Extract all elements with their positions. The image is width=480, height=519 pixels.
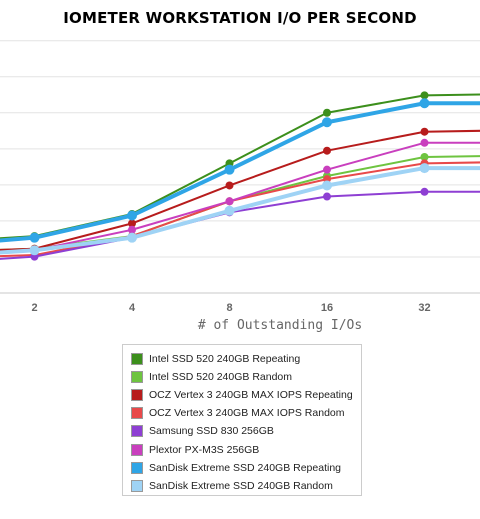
data-point [128,219,136,228]
legend-label: Plextor PX-M3S 256GB [149,443,260,456]
legend-label: Intel SSD 520 240GB Repeating [149,353,301,366]
series-2 [0,127,480,253]
data-point [225,181,234,190]
legend-swatch [131,443,143,456]
data-point [322,180,332,191]
legend-item: OCZ Vertex 3 240GB MAX IOPS Random [131,404,361,422]
data-point [29,245,40,256]
legend: Intel SSD 520 240GB Repeating Intel SSD 5… [122,344,362,496]
x-tick-label: 2 [31,302,37,314]
data-point [225,197,234,206]
data-point [420,138,429,147]
legend-label: SanDisk Extreme SSD 240GB Repeating [149,461,342,474]
data-point [420,127,429,136]
legend-swatch [131,479,143,492]
data-point [29,232,40,243]
legend-item: SanDisk Extreme SSD 240GB Random [131,477,361,495]
legend-item: Intel SSD 520 240GB Repeating [131,350,361,368]
data-point [323,146,331,155]
data-point [224,205,235,216]
data-point [224,164,235,175]
legend-label: OCZ Vertex 3 240GB MAX IOPS Repeating [149,389,353,402]
series-line [0,101,480,243]
legend-swatch [131,353,143,366]
data-point [420,91,429,100]
data-point [419,98,430,109]
data-point [323,165,331,174]
legend-item: SanDisk Extreme SSD 240GB Repeating [131,459,361,477]
legend-label: Samsung SSD 830 256GB [149,425,274,438]
legend-swatch [131,425,143,438]
legend-swatch [131,461,143,474]
data-point [420,153,429,162]
chart-title: IOMETER WORKSTATION I/O PER SECOND [63,9,417,27]
series-7 [0,163,480,256]
legend-label: Intel SSD 520 240GB Random [149,371,293,384]
data-point [420,187,429,196]
series-line [0,93,480,240]
x-tick-label: 4 [129,302,136,314]
x-axis-ticks: 2 4 8 16 32 [31,302,430,314]
legend-label: SanDisk Extreme SSD 240GB Random [149,479,333,492]
series-1 [0,153,480,253]
data-point [127,232,137,243]
data-point [419,163,430,174]
x-tick-label: 32 [418,302,430,314]
legend-swatch [131,371,143,384]
legend-swatch [131,407,143,420]
data-point [127,210,137,221]
legend-item: Intel SSD 520 240GB Random [131,368,361,386]
legend-item: Samsung SSD 830 256GB [131,422,361,440]
legend-swatch [131,389,143,402]
x-tick-label: 8 [226,302,232,314]
legend-label: OCZ Vertex 3 240GB MAX IOPS Random [149,407,345,420]
data-point [322,117,332,128]
data-point [323,108,331,117]
data-point [128,225,136,234]
legend-item: OCZ Vertex 3 240GB MAX IOPS Repeating [131,386,361,404]
legend-item: Plextor PX-M3S 256GB [131,440,361,458]
x-tick-label: 16 [321,302,333,314]
data-point [323,192,331,201]
series-6 [0,98,480,243]
gridlines [0,40,480,294]
series-layer [0,91,480,261]
x-axis-label: # of Outstanding I/Os [197,318,363,333]
